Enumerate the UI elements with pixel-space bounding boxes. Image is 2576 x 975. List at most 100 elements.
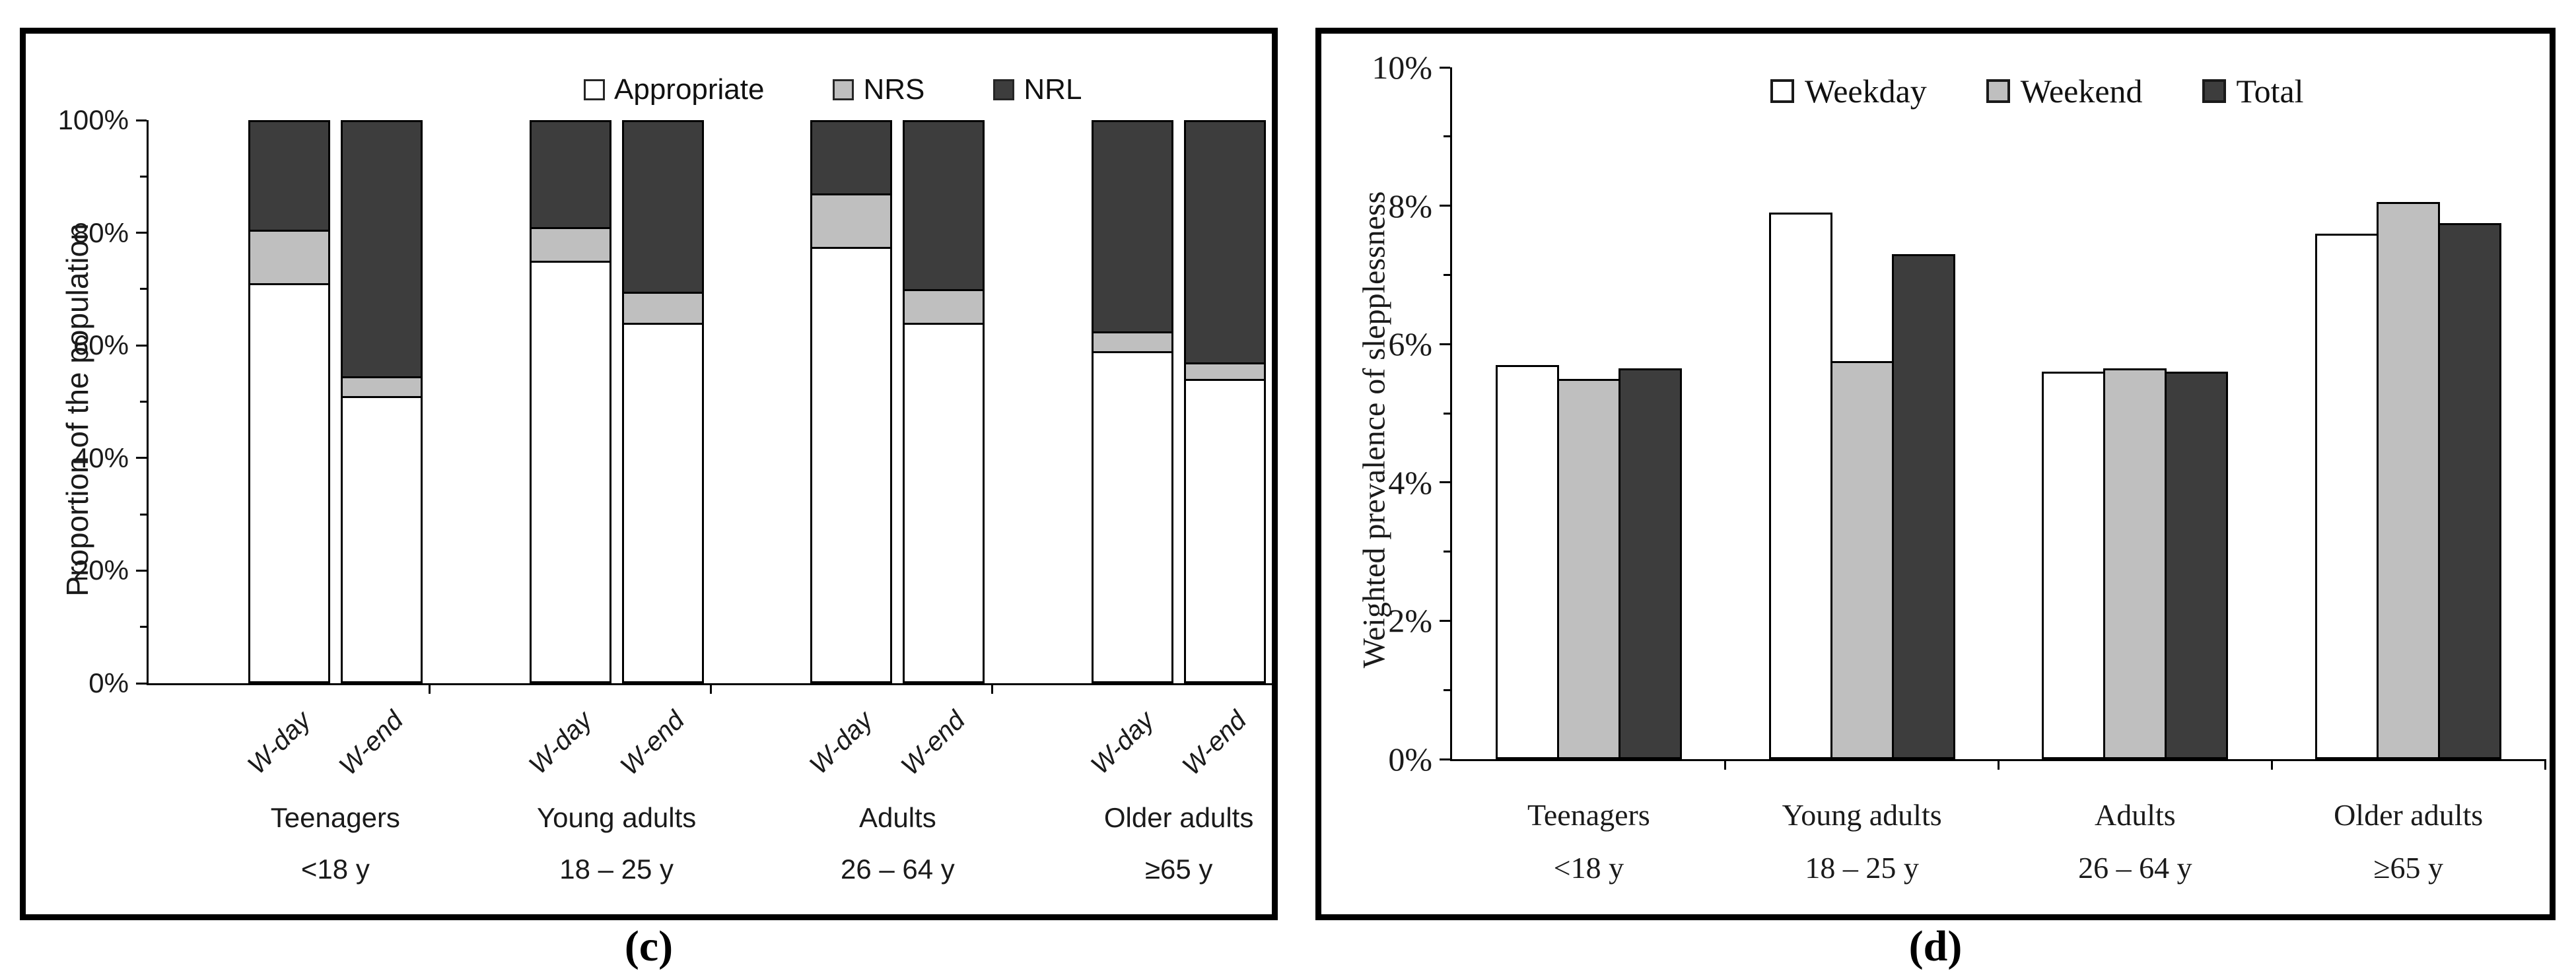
y-tick-minor [1444,273,1450,276]
y-axis-label-c: Proportion of the population [60,223,94,597]
bar-segment-appropriate [1092,351,1174,683]
y-tick-major [1440,205,1450,207]
stacked-bar-adults-w-end [903,120,985,683]
bar-segment-nrs [1092,331,1174,353]
y-tick-minor [1444,412,1450,415]
legend-label: NRL [1024,73,1082,106]
group-age-label-older-adults: ≥65 y [1144,854,1213,885]
y-tick-label: 6% [1388,325,1432,363]
y-tick-major [1440,619,1450,622]
bar-segment-appropriate [248,283,330,683]
bar-older-adults-weekday [2315,233,2379,759]
plot-area-d: 0% 2% 4% 6% 8% 10% Teenagers <18 y Young adults 1… [1372,49,2546,885]
y-tick-label: 60% [73,329,129,361]
bar-teenagers-weekday [1495,364,1559,759]
y-tick-label: 20% [73,555,129,586]
legend-item-nrl: NRL [993,73,1082,106]
bar-segment-nrs [810,193,893,249]
y-tick-label: 10% [1372,49,1432,86]
bar-segment-nrl [529,120,611,230]
bar-segment-nrl [903,120,985,291]
legend-item-weekend: Weekend [1986,72,2143,110]
stacked-bar-older-adults-w-end [1184,120,1267,683]
y-tick-major [136,569,147,572]
x-axis-separator-tick [1272,683,1274,694]
stacked-bar-young-adults-w-day [529,120,611,683]
bar-segment-nrs [1184,362,1267,382]
legend-label: Weekend [2020,73,2143,110]
group-age-label-adults: 26 – 64 y [2078,851,2192,885]
group-age-label-teenagers: <18 y [300,854,370,885]
y-tick-major [1440,758,1450,760]
y-tick-minor [140,175,147,178]
legend-item-total: Total [2202,72,2304,110]
group-age-label-teenagers: <18 y [1553,851,1624,885]
group-label-older-adults: Older adults [1103,802,1254,833]
group-label-teenagers: Teenagers [1527,798,1650,832]
bar-segment-appropriate [810,246,893,683]
stacked-bar-young-adults-w-end [621,120,704,683]
y-tick-minor [140,513,147,516]
stacked-bar-adults-w-day [810,120,893,683]
bar-older-adults-weekend [2377,202,2441,759]
legend-d: Weekday Weekend Total [1770,72,2304,110]
bar-segment-nrl [1184,120,1267,364]
bar-segment-nrl [810,120,893,195]
legend-label: NRS [863,73,925,106]
group-age-label-young-adults: 18 – 25 y [1805,851,1919,885]
bar-segment-nrs [248,230,330,286]
legend-item-appropriate: Appropriate [584,73,764,106]
bar-young-adults-total [1891,253,1955,759]
x-axis-separator-tick [710,683,712,694]
stacked-bar-teenagers-w-end [340,120,423,683]
bar-segment-nrs [340,376,423,398]
legend-label: Total [2236,73,2304,110]
bar-segment-nrl [248,120,330,232]
y-tick-minor [140,288,147,290]
group-age-label-adults: 26 – 64 y [840,854,955,885]
y-tick-major [136,232,147,234]
bar-adults-weekend [2103,368,2167,759]
panel-d: Weekday Weekend Total Weighted prevalence … [1315,28,2556,920]
group-label-young-adults: Young adults [536,802,697,833]
legend-swatch-nrl [993,79,1015,100]
x-axis-separator-tick [2544,759,2546,770]
y-tick-label: 0% [88,667,129,698]
y-tick-major [1440,343,1450,345]
legend-item-weekday: Weekday [1770,72,1927,110]
bar-teenagers-weekend [1556,378,1620,759]
legend-label: Appropriate [614,73,765,106]
legend-swatch-weekend [1986,79,2010,103]
legend-swatch-appropriate [584,79,605,100]
bar-segment-nrl [340,120,423,379]
y-tick-major [136,119,147,121]
legend-c: Appropriate NRS NRL [584,73,1082,106]
bar-segment-appropriate [1184,379,1267,683]
bar-segment-nrs [529,227,611,263]
panel-c: Appropriate NRS NRL Proportion of the popu… [20,28,1278,920]
bar-young-adults-weekday [1768,213,1832,759]
bar-young-adults-weekend [1830,361,1894,759]
y-tick-label: 40% [73,442,129,473]
y-tick-minor [1444,551,1450,553]
bar-segment-appropriate [529,261,611,683]
y-tick-minor [1444,135,1450,138]
bar-segment-appropriate [621,323,704,683]
y-tick-major [1440,66,1450,69]
group-age-label-older-adults: ≥65 y [2373,851,2443,885]
x-axis-separator-tick [429,683,431,694]
bar-adults-weekday [2042,372,2106,759]
y-tick-minor [140,401,147,403]
stacked-bar-teenagers-w-day [248,120,330,683]
bar-adults-total [2165,372,2229,759]
y-tick-minor [140,626,147,628]
bar-segment-appropriate [903,323,985,683]
x-axis-separator-tick [1998,759,2000,770]
y-tick-label: 8% [1388,187,1432,224]
stacked-bar-older-adults-w-day [1092,120,1174,683]
y-tick-label: 100% [57,104,129,135]
group-label-adults: Adults [859,802,936,833]
bar-teenagers-total [1618,368,1682,759]
y-tick-label: 0% [1388,741,1432,778]
bar-older-adults-total [2438,222,2502,759]
